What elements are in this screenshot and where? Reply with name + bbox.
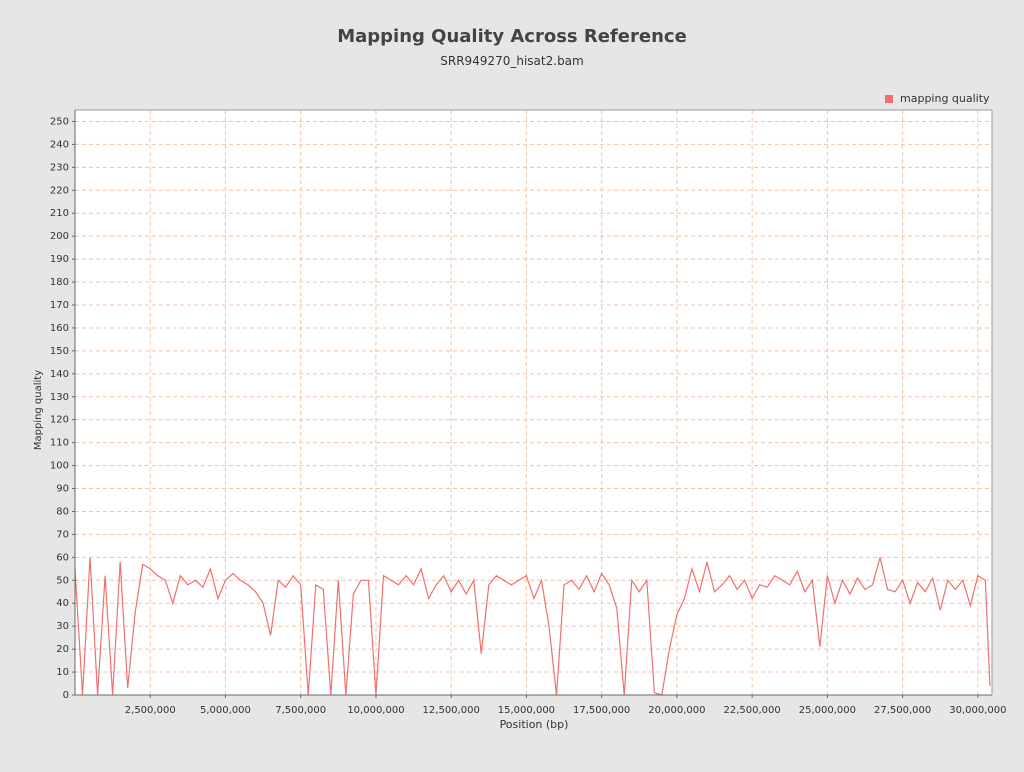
y-tick-label: 180	[50, 277, 69, 288]
y-tick-label: 200	[50, 231, 69, 242]
x-tick-label: 25,000,000	[799, 705, 856, 716]
y-tick-label: 20	[56, 644, 69, 655]
y-tick-label: 10	[56, 667, 69, 678]
y-tick-label: 70	[56, 529, 69, 540]
x-tick-label: 12,500,000	[423, 705, 480, 716]
y-tick-label: 220	[50, 185, 69, 196]
y-tick-label: 140	[50, 369, 69, 380]
y-axis-label: Mapping quality	[33, 370, 44, 450]
y-tick-label: 100	[50, 461, 69, 472]
x-axis-label: Position (bp)	[500, 718, 569, 731]
y-tick-label: 120	[50, 415, 69, 426]
x-tick-label: 20,000,000	[648, 705, 705, 716]
y-tick-label: 30	[56, 621, 69, 632]
legend-swatch	[885, 95, 893, 103]
x-tick-label: 22,500,000	[724, 705, 781, 716]
x-tick-label: 10,000,000	[347, 705, 404, 716]
x-tick-label: 17,500,000	[573, 705, 630, 716]
plot-area	[75, 110, 992, 695]
x-tick-label: 7,500,000	[275, 705, 326, 716]
y-tick-label: 80	[56, 506, 69, 517]
y-tick-label: 190	[50, 254, 69, 265]
y-tick-label: 130	[50, 392, 69, 403]
y-tick-label: 150	[50, 346, 69, 357]
x-tick-label: 15,000,000	[498, 705, 555, 716]
y-tick-label: 240	[50, 139, 69, 150]
y-tick-label: 0	[63, 690, 69, 701]
x-tick-label: 27,500,000	[874, 705, 931, 716]
x-tick-label: 30,000,000	[949, 705, 1006, 716]
y-tick-label: 210	[50, 208, 69, 219]
chart-subtitle: SRR949270_hisat2.bam	[440, 54, 583, 68]
y-tick-label: 90	[56, 484, 69, 495]
x-tick-label: 2,500,000	[125, 705, 176, 716]
y-tick-label: 50	[56, 575, 69, 586]
y-tick-label: 160	[50, 323, 69, 334]
y-tick-label: 230	[50, 162, 69, 173]
y-tick-label: 250	[50, 116, 69, 127]
x-tick-label: 5,000,000	[200, 705, 251, 716]
chart-title: Mapping Quality Across Reference	[337, 26, 687, 47]
y-tick-label: 110	[50, 438, 69, 449]
y-tick-label: 60	[56, 552, 69, 563]
series-line	[74, 557, 991, 696]
legend-label: mapping quality	[900, 92, 990, 105]
y-tick-label: 170	[50, 300, 69, 311]
y-tick-label: 40	[56, 598, 69, 609]
